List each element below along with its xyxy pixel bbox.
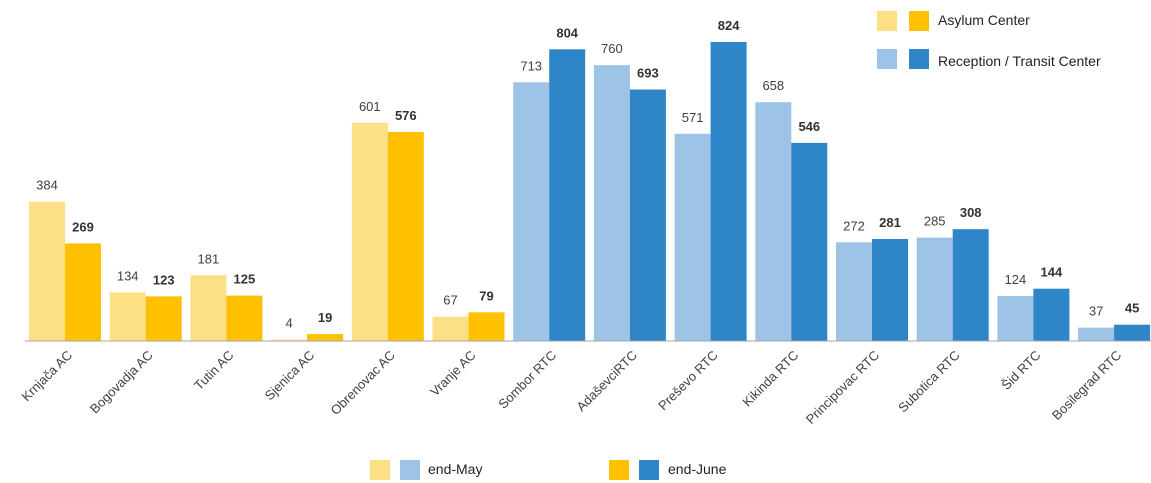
value-label-tutin-ac-end-may: 181	[198, 251, 220, 266]
value-label-id-rtc-end-may: 124	[1005, 272, 1027, 287]
bar-ada-evcirtc-end-may	[594, 65, 630, 341]
value-label-bogovadja-ac-end-june: 123	[153, 272, 175, 287]
legend-swatch-rtc-may	[877, 49, 897, 69]
bar-vranje-ac-end-june	[469, 312, 505, 341]
value-label-ada-evcirtc-end-june: 693	[637, 66, 659, 81]
value-label-bogovadja-ac-end-may: 134	[117, 268, 139, 283]
legend-swatch-may-asylum	[370, 460, 390, 480]
x-tick-label-principovac-rtc: Principovac RTC	[803, 348, 882, 427]
bar-obrenovac-ac-end-june	[388, 132, 424, 341]
x-tick-label-obrenovac-ac: Obrenovac AC	[328, 348, 398, 418]
bar-bosilegrad-rtc-end-may	[1078, 328, 1114, 341]
bar-sombor-rtc-end-june	[549, 49, 585, 341]
x-tick-label-ada-evcirtc: AdaševciRTC	[573, 348, 640, 415]
bar-pre-evo-rtc-end-june	[711, 42, 747, 341]
x-tick-label-krnja-a-ac: Krnjača AC	[19, 348, 76, 405]
bar-bogovadja-ac-end-june	[146, 296, 182, 341]
bar-vranje-ac-end-may	[433, 317, 469, 341]
bar-kikinda-rtc-end-may	[755, 102, 791, 341]
x-tick-label-bogovadja-ac: Bogovadja AC	[87, 348, 156, 417]
x-tick-label-id-rtc: Šid RTC	[998, 348, 1043, 393]
bar-krnja-a-ac-end-june	[65, 243, 101, 341]
legend-label-end-june: end-June	[668, 461, 727, 477]
x-tick-label-kikinda-rtc: Kikinda RTC	[739, 348, 801, 410]
value-label-kikinda-rtc-end-june: 546	[798, 119, 820, 134]
bar-subotica-rtc-end-june	[953, 229, 989, 341]
bar-kikinda-rtc-end-june	[791, 143, 827, 341]
legend-label-rtc: Reception / Transit Center	[938, 53, 1101, 69]
value-label-sjenica-ac-end-june: 19	[318, 310, 332, 325]
x-tick-label-sombor-rtc: Sombor RTC	[495, 348, 559, 412]
legend-period: end-May end-June	[370, 460, 727, 480]
value-label-vranje-ac-end-may: 67	[443, 293, 457, 308]
legend-label-end-may: end-May	[428, 461, 482, 477]
x-tick-labels-group: Krnjača AC Bogovadja AC Tutin AC Sjenica AC…	[19, 348, 1125, 427]
legend-swatch-asylum-june	[909, 11, 929, 31]
bar-bosilegrad-rtc-end-june	[1114, 325, 1150, 341]
value-label-sombor-rtc-end-june: 804	[556, 25, 578, 40]
bar-sombor-rtc-end-may	[513, 82, 549, 341]
x-tick-label-sjenica-ac: Sjenica AC	[262, 348, 318, 404]
bars-group	[29, 42, 1150, 341]
legend-swatch-june-asylum	[609, 460, 629, 480]
value-label-pre-evo-rtc-end-may: 571	[682, 110, 704, 125]
value-label-obrenovac-ac-end-may: 601	[359, 99, 381, 114]
bar-pre-evo-rtc-end-may	[675, 134, 711, 341]
value-label-obrenovac-ac-end-june: 576	[395, 108, 417, 123]
bar-tutin-ac-end-june	[226, 296, 262, 341]
bar-tutin-ac-end-may	[190, 275, 226, 341]
x-tick-label-tutin-ac: Tutin AC	[191, 348, 237, 394]
value-label-ada-evcirtc-end-may: 760	[601, 41, 623, 56]
x-tick-label-bosilegrad-rtc: Bosilegrad RTC	[1049, 348, 1124, 423]
bar-sjenica-ac-end-june	[307, 334, 343, 341]
bar-bogovadja-ac-end-may	[110, 292, 146, 341]
legend-center-type: Asylum Center Reception / Transit Center	[877, 11, 1101, 69]
legend-swatch-asylum-may	[877, 11, 897, 31]
value-label-subotica-rtc-end-june: 308	[960, 205, 982, 220]
bar-principovac-rtc-end-may	[836, 242, 872, 341]
value-label-id-rtc-end-june: 144	[1041, 265, 1063, 280]
value-label-tutin-ac-end-june: 125	[234, 272, 256, 287]
bar-ada-evcirtc-end-june	[630, 90, 666, 342]
value-label-bosilegrad-rtc-end-june: 45	[1125, 301, 1139, 316]
x-tick-label-subotica-rtc: Subotica RTC	[895, 348, 963, 416]
bar-id-rtc-end-june	[1033, 289, 1069, 341]
bar-principovac-rtc-end-june	[872, 239, 908, 341]
legend-swatch-may-rtc	[400, 460, 420, 480]
legend-label-asylum: Asylum Center	[938, 12, 1030, 28]
bar-obrenovac-ac-end-may	[352, 123, 388, 341]
value-label-sjenica-ac-end-may: 4	[285, 316, 292, 331]
value-label-vranje-ac-end-june: 79	[479, 288, 493, 303]
value-label-pre-evo-rtc-end-june: 824	[718, 18, 740, 33]
value-label-kikinda-rtc-end-may: 658	[762, 78, 784, 93]
value-label-krnja-a-ac-end-june: 269	[72, 219, 94, 234]
x-tick-label-pre-evo-rtc: Preševo RTC	[655, 348, 721, 414]
value-label-principovac-rtc-end-june: 281	[879, 215, 901, 230]
value-label-sombor-rtc-end-may: 713	[520, 58, 542, 73]
value-label-subotica-rtc-end-may: 285	[924, 214, 946, 229]
value-label-bosilegrad-rtc-end-may: 37	[1089, 304, 1103, 319]
legend-swatch-rtc-june	[909, 49, 929, 69]
bar-id-rtc-end-may	[997, 296, 1033, 341]
legend-swatch-june-rtc	[639, 460, 659, 480]
value-label-principovac-rtc-end-may: 272	[843, 218, 865, 233]
bar-subotica-rtc-end-may	[917, 238, 953, 341]
value-label-krnja-a-ac-end-may: 384	[36, 178, 58, 193]
bar-krnja-a-ac-end-may	[29, 202, 65, 341]
x-tick-label-vranje-ac: Vranje AC	[427, 348, 479, 400]
